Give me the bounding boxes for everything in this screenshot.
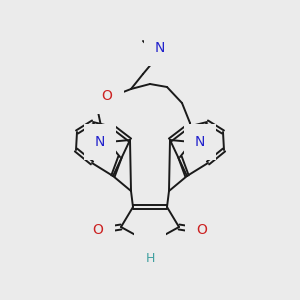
Text: H: H [145,253,155,266]
Text: N: N [195,135,205,149]
Text: O: O [102,89,112,103]
Text: N: N [95,135,105,149]
Text: O: O [93,223,104,237]
Text: N: N [155,41,165,55]
Text: O: O [196,223,207,237]
Text: N: N [145,244,155,258]
